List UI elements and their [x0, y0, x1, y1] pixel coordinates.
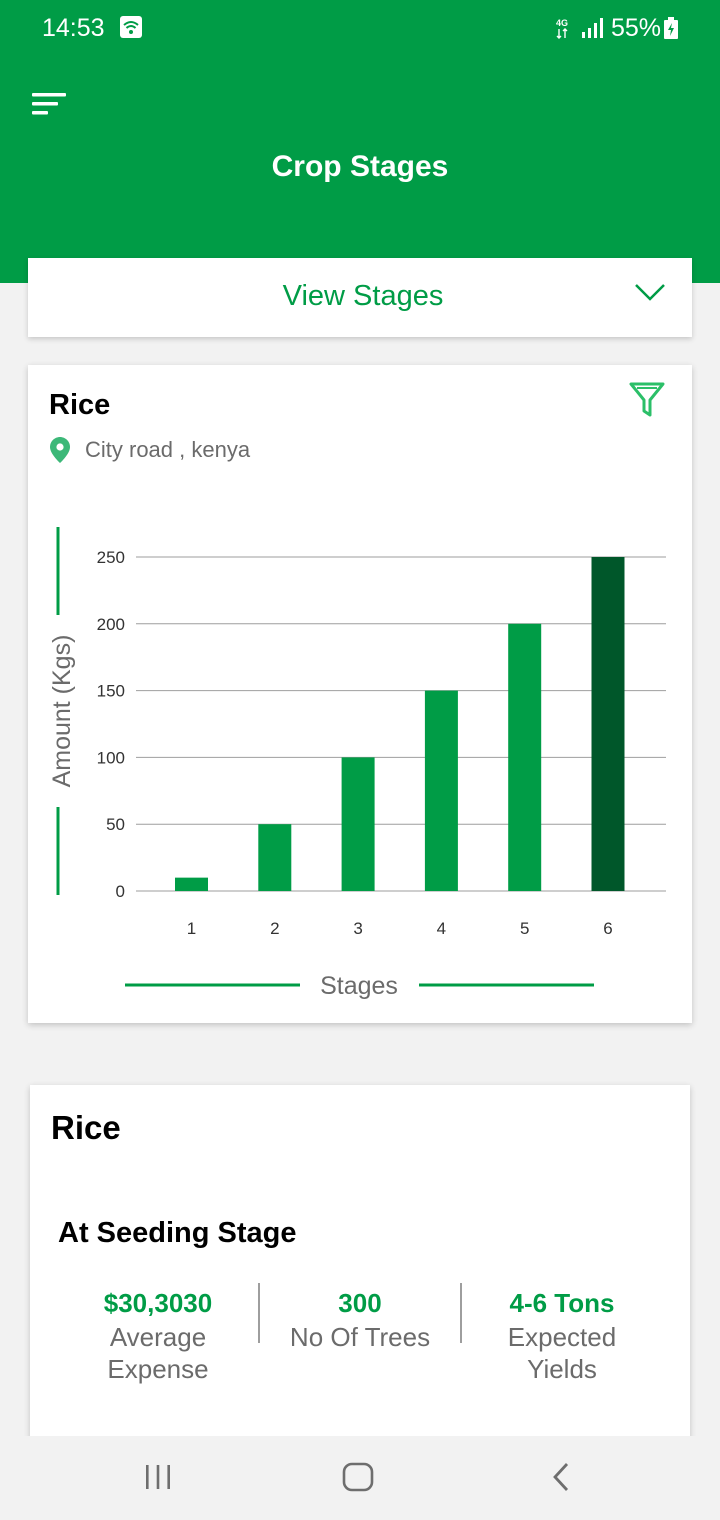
stage-heading: At Seeding Stage	[58, 1217, 297, 1249]
back-icon[interactable]	[550, 1462, 572, 1492]
recent-apps-icon[interactable]	[144, 1464, 172, 1490]
bar-stage-3[interactable]	[341, 757, 375, 891]
y-tick-label: 150	[97, 682, 125, 701]
crop-summary-card: Rice At Seeding Stage $30,3030 Average E…	[30, 1085, 690, 1505]
chevron-down-icon[interactable]	[634, 282, 666, 302]
stat-divider	[258, 1283, 260, 1343]
view-stages-dropdown[interactable]: View Stages	[28, 258, 692, 337]
app-header: 14:53 4G 55%	[0, 0, 720, 283]
page-title: Crop Stages	[271, 150, 449, 183]
stat-number-of-trees: 300 No Of Trees	[260, 1285, 460, 1353]
x-tick-label: 4	[437, 919, 446, 938]
status-bar: 14:53 4G 55%	[0, 0, 720, 56]
svg-text:4G: 4G	[556, 18, 568, 28]
battery-level: 55%	[611, 14, 662, 42]
view-stages-label: View Stages	[282, 280, 444, 312]
x-tick-label: 5	[520, 919, 529, 938]
stages-bar-chart: 250 200 150 100 50 0 1 2 3 4 5 6 Amount (Kgs) Stag…	[48, 527, 666, 1000]
chart-x-ticks: 1 2 3 4 5 6	[187, 919, 613, 938]
bar-stage-2[interactable]	[258, 824, 292, 891]
stat-value: $30,3030	[103, 1288, 213, 1318]
stat-value: 4-6 Tons	[509, 1288, 615, 1318]
chart-y-ticks: 250 200 150 100 50 0	[97, 548, 125, 901]
system-nav-bar	[0, 1436, 720, 1520]
stat-label-line-1: Expected	[507, 1322, 617, 1352]
x-tick-label: 6	[603, 919, 612, 938]
y-axis-label: Amount (Kgs)	[48, 635, 76, 788]
stat-label-line-2: Expense	[107, 1354, 209, 1384]
battery-icon	[664, 17, 678, 39]
stat-divider	[460, 1283, 462, 1343]
y-tick-label: 50	[106, 815, 125, 834]
menu-icon[interactable]	[32, 92, 66, 116]
y-tick-label: 0	[116, 882, 125, 901]
location-pin-icon	[50, 437, 70, 463]
crop-name: Rice	[49, 389, 111, 421]
signal-icon: 4G	[556, 18, 603, 39]
chart-card: Rice City road , kenya 250 200 150 100 50 0 1…	[28, 365, 692, 1023]
bar-stage-4[interactable]	[424, 690, 458, 891]
bar-stage-5[interactable]	[508, 623, 542, 891]
wifi-icon	[120, 16, 142, 38]
stat-label-line-1: Average	[109, 1322, 207, 1352]
y-tick-label: 100	[97, 748, 125, 767]
filter-icon[interactable]	[628, 381, 666, 419]
bar-stage-1[interactable]	[175, 877, 208, 891]
chart-gridlines	[136, 556, 666, 892]
stat-expected-yields: 4-6 Tons Expected Yields	[462, 1285, 662, 1385]
x-tick-label: 1	[187, 919, 196, 938]
crop-location: City road , kenya	[85, 437, 251, 462]
chart-bars	[175, 557, 625, 891]
x-tick-label: 3	[353, 919, 362, 938]
stat-label-line-1: No Of Trees	[289, 1322, 431, 1352]
home-icon[interactable]	[342, 1462, 374, 1492]
stat-value: 300	[338, 1288, 382, 1318]
stat-average-expense: $30,3030 Average Expense	[58, 1285, 258, 1385]
stat-label-line-2: Yields	[527, 1354, 597, 1384]
bar-stage-6[interactable]	[591, 557, 625, 891]
status-time: 14:53	[42, 14, 105, 42]
x-tick-label: 2	[270, 919, 279, 938]
y-tick-label: 200	[97, 615, 125, 634]
x-axis-label: Stages	[320, 972, 398, 1000]
y-tick-label: 250	[97, 548, 125, 567]
summary-crop-name: Rice	[51, 1109, 121, 1146]
